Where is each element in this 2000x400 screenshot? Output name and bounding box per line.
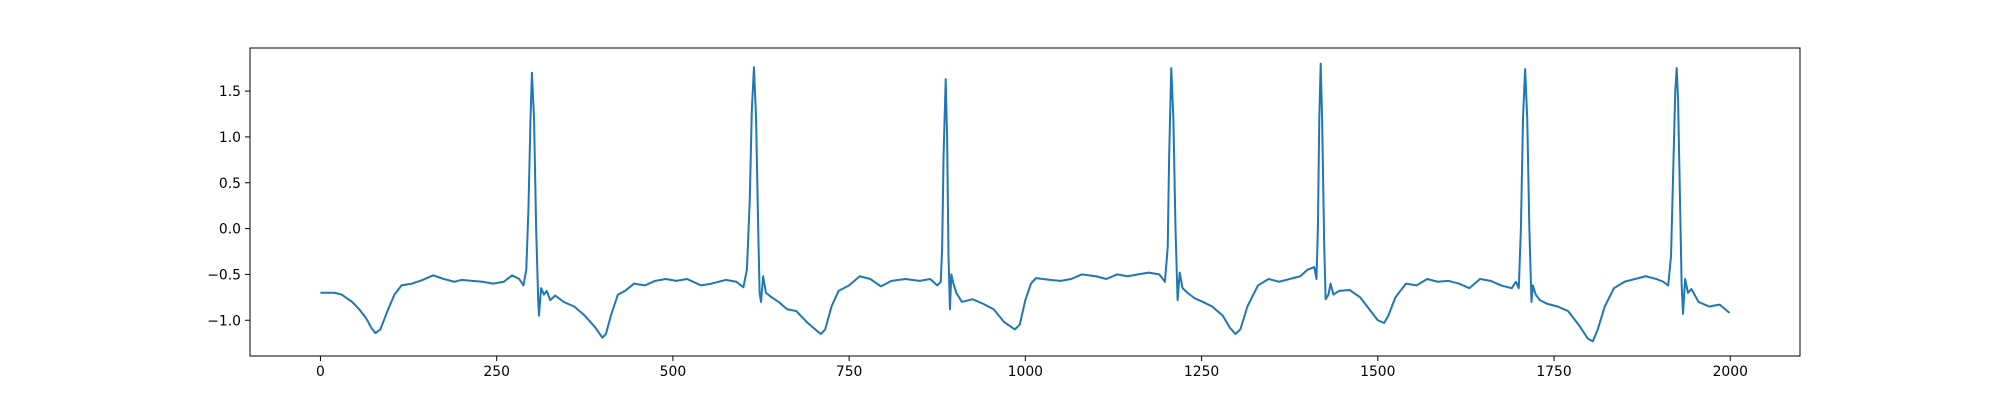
x-tick-label: 750 <box>836 364 863 380</box>
x-tick-label: 0 <box>316 364 325 380</box>
x-tick-label: 1750 <box>1536 364 1571 380</box>
y-tick-label: 0.5 <box>219 176 241 192</box>
y-tick-label: 0.0 <box>219 222 241 238</box>
y-tick-label: 1.0 <box>219 130 241 146</box>
x-tick-label: 1250 <box>1184 364 1219 380</box>
x-tick-label: 1500 <box>1360 364 1395 380</box>
x-tick-label: 1000 <box>1008 364 1043 380</box>
y-tick-label: 1.5 <box>219 84 241 100</box>
x-tick-label: 250 <box>483 364 510 380</box>
y-tick-label: −0.5 <box>207 267 241 283</box>
x-tick-label: 2000 <box>1713 364 1748 380</box>
y-tick-label: −1.0 <box>207 313 241 329</box>
x-tick-label: 500 <box>660 364 687 380</box>
signal-line <box>320 62 1731 343</box>
